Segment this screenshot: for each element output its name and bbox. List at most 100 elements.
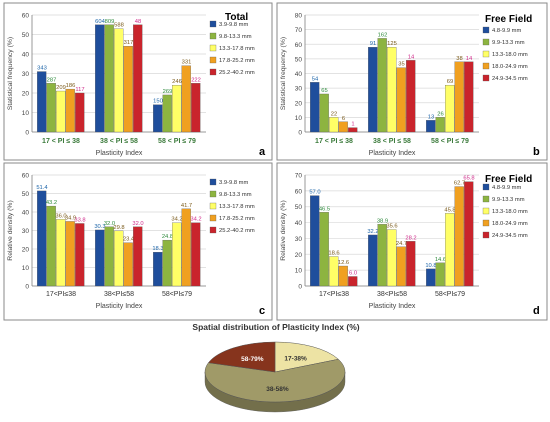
bar: [310, 82, 320, 133]
legend-swatch: [482, 207, 490, 215]
bar: [104, 24, 114, 133]
legend-swatch: [482, 50, 490, 58]
legend-swatch: [209, 202, 217, 210]
bar-value-label: 588: [114, 23, 124, 29]
bar-value-label: 51.4: [36, 185, 48, 191]
legend-label: 25.2-40.2 mm: [219, 70, 255, 76]
bar-value-label: 6.0: [349, 270, 357, 276]
legend-swatch: [482, 74, 490, 82]
legend-label: 17.8-25.2 mm: [219, 216, 255, 222]
y-axis-label: Statistical frequency (%): [280, 37, 287, 110]
x-category-label: 38<PI≤58: [104, 291, 134, 298]
legend-label: 9.8-13.3 mm: [219, 192, 252, 198]
bar: [153, 104, 163, 133]
x-category-label: 17<PI≤38: [46, 291, 76, 298]
legend-swatch: [209, 68, 217, 76]
bar-value-label: 32.0: [132, 221, 143, 227]
legend-label: 9.8-13.3 mm: [219, 34, 252, 40]
bar-value-label: 269: [163, 89, 173, 95]
bar: [104, 226, 114, 287]
bar-value-label: 209: [56, 85, 66, 91]
bar-value-label: 18.3: [152, 246, 163, 252]
bar-value-label: 246: [172, 79, 182, 85]
y-tick-label: 40: [22, 210, 30, 217]
bar-value-label: 62.7: [454, 181, 465, 187]
bar: [329, 117, 339, 133]
x-category-label: 58<PI≤79: [162, 291, 192, 298]
bar-value-label: 604: [95, 19, 105, 25]
bar-value-label: 34.2: [171, 217, 182, 223]
x-axis-label: Plasticity Index: [369, 303, 416, 310]
bar: [435, 117, 445, 133]
bar-value-label: 24.8: [162, 234, 173, 240]
y-axis-label: Relative density (%): [280, 200, 287, 260]
bar: [406, 60, 416, 133]
bar: [123, 46, 133, 133]
bar-value-label: 28.2: [405, 235, 416, 241]
y-tick-label: 0: [298, 130, 302, 137]
bar: [123, 242, 133, 287]
bar: [172, 222, 182, 287]
y-tick-label: 0: [25, 284, 29, 291]
legend-label: 17.8-25.2 mm: [219, 58, 255, 64]
legend-swatch: [209, 226, 217, 234]
bar-value-label: 10.8: [425, 263, 436, 269]
bar-value-label: 46.5: [319, 206, 330, 212]
pie-chart-title: Spatial distribution of Plasticity Index…: [192, 322, 359, 332]
legend-swatch: [482, 219, 490, 227]
legend-swatch: [209, 214, 217, 222]
bar: [46, 83, 56, 133]
y-tick-label: 50: [295, 56, 303, 63]
bar-value-label: 14: [408, 54, 415, 60]
bar: [172, 85, 182, 133]
x-category-label: 17<PI≤38: [319, 291, 349, 298]
bar-value-label: 41.7: [181, 203, 192, 209]
bar: [319, 93, 329, 133]
x-category-label: 38<PI≤58: [377, 291, 407, 298]
legend-swatch: [209, 32, 217, 40]
y-axis-label: Relative density (%): [7, 200, 14, 260]
y-tick-label: 70: [295, 27, 303, 34]
bar-value-label: 22: [331, 111, 337, 117]
y-tick-label: 30: [22, 71, 30, 78]
bar: [464, 181, 474, 287]
y-tick-label: 40: [295, 71, 303, 78]
bar-value-label: 14.6: [435, 257, 446, 263]
bar-value-label: 30.3: [94, 224, 105, 230]
legend-swatch: [482, 38, 490, 46]
chart-panel-c: 0 10 20 30 40 50 60 Relative density (%) 51.4 43.…: [7, 173, 265, 318]
bar-value-label: 54: [312, 76, 319, 82]
legend-label: 24.9-34.5 mm: [492, 233, 528, 239]
bar: [75, 223, 85, 287]
bar-value-label: 222: [191, 77, 201, 83]
bar: [319, 212, 329, 287]
bar-value-label: 65: [321, 88, 327, 94]
pie-slice-label: 17-38%: [284, 356, 307, 363]
bar: [464, 61, 474, 133]
bar-value-label: 287: [47, 77, 57, 83]
bar-value-label: 38.9: [377, 218, 388, 224]
x-category-label: 17 < PI ≤ 38: [315, 138, 353, 145]
pie-slice: [274, 341, 339, 373]
legend-swatch: [482, 195, 490, 203]
y-tick-label: 30: [295, 236, 303, 243]
legend-label: 9.9-13.3 mm: [492, 197, 525, 203]
bar-value-label: 48: [135, 19, 141, 25]
bar: [377, 224, 387, 287]
bar: [445, 213, 455, 287]
bar-value-label: 43.2: [46, 200, 57, 206]
legend-swatch: [482, 62, 490, 70]
pie-slice-label: 38-58%: [266, 386, 289, 393]
y-tick-label: 30: [22, 228, 30, 235]
bar: [348, 276, 358, 287]
legend-label: 24.9-34.5 mm: [492, 76, 528, 82]
bar-value-label: 69: [447, 79, 453, 85]
legend-swatch: [209, 56, 217, 64]
bar: [133, 24, 143, 133]
bar-value-label: 331: [182, 60, 192, 66]
legend-label: 13.3-17.8 mm: [219, 46, 255, 52]
y-tick-label: 20: [22, 91, 30, 98]
x-category-label: 58<PI≤79: [435, 291, 465, 298]
legend-label: 13.3-18.0 mm: [492, 209, 528, 215]
bar: [338, 265, 348, 287]
